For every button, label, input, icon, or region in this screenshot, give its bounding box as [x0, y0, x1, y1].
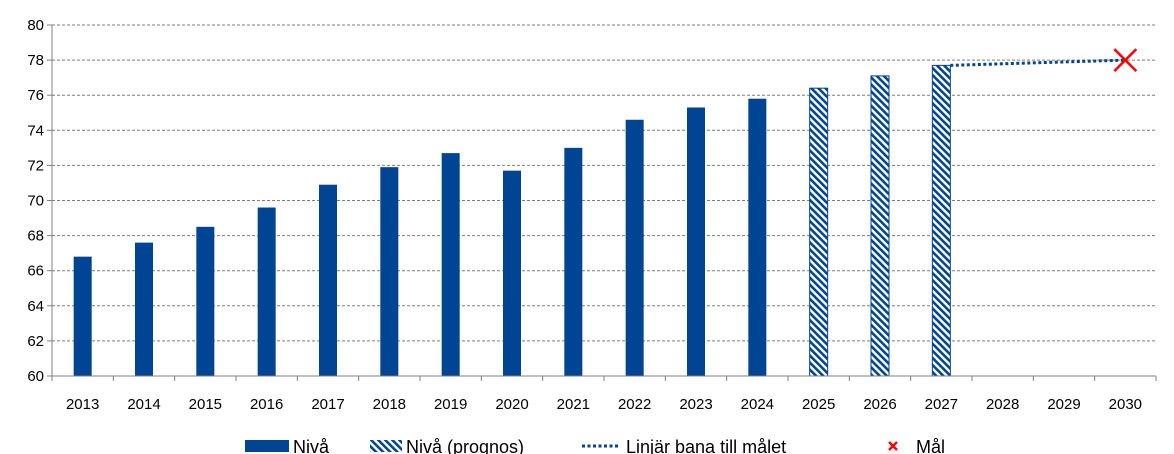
bar-niva-prognos	[870, 75, 890, 377]
grid	[52, 24, 1156, 342]
markers	[1113, 48, 1138, 72]
bar-niva	[687, 107, 705, 377]
x-tick-label: 2020	[495, 396, 528, 413]
bar-niva-prognos	[931, 64, 951, 377]
legend-swatch-marker	[888, 441, 898, 451]
x-tick-label: 2024	[741, 396, 774, 413]
y-tick-label: 70	[27, 193, 44, 210]
bar-niva	[441, 153, 460, 376]
bar-niva	[503, 170, 521, 376]
x-tick-label: 2025	[802, 396, 835, 413]
bar-niva	[257, 207, 276, 376]
y-tick-label: 60	[27, 368, 44, 385]
axes	[47, 24, 1157, 381]
x-tick-label: 2027	[925, 396, 958, 413]
x-tick-label: 2017	[311, 396, 344, 413]
x-tick-label: 2029	[1047, 396, 1080, 413]
legend: Nivå Nivå (prognos) Linjär bana till målet…	[245, 437, 945, 454]
y-tick-label: 76	[27, 87, 44, 104]
y-tick-label: 64	[27, 298, 44, 315]
bars	[73, 64, 951, 377]
target-marker-stroke	[1113, 48, 1138, 72]
x-tick-label: 2021	[557, 396, 590, 413]
legend-item: Nivå	[245, 437, 330, 454]
bar-niva-prognos	[809, 87, 829, 377]
bar-niva	[319, 184, 337, 376]
x-tick-label: 2019	[434, 396, 467, 413]
legend-item: Mål	[888, 437, 945, 454]
legend-swatch-niva	[245, 440, 289, 452]
y-tick-label: 66	[27, 263, 44, 280]
legend-label: Nivå (prognos)	[406, 437, 524, 454]
legend-item: Linjär bana till målet	[582, 437, 786, 454]
x-tick-label: 2016	[250, 396, 283, 413]
bar-niva	[748, 98, 767, 377]
x-tick-label: 2013	[66, 396, 99, 413]
trajectory-line	[950, 58, 1126, 67]
bar-niva	[196, 226, 215, 376]
x-tick-label: 2014	[127, 396, 160, 413]
bar-niva	[564, 147, 583, 376]
lines	[950, 58, 1126, 67]
bar-niva	[135, 242, 153, 376]
legend-item: Nivå (prognos)	[370, 437, 524, 454]
x-tick-label: 2018	[373, 396, 406, 413]
y-tick-label: 68	[27, 228, 44, 245]
y-tick-label: 74	[27, 122, 44, 139]
legend-swatch-niva-prognos	[370, 440, 402, 452]
x-tick-label: 2023	[679, 396, 712, 413]
bar-niva	[380, 167, 399, 376]
bar-niva	[625, 119, 644, 377]
y-tick-label: 78	[27, 52, 44, 69]
y-tick-label: 80	[27, 17, 44, 34]
target-marker	[1113, 48, 1138, 72]
x-tick-label: 2030	[1109, 396, 1142, 413]
legend-label: Nivå	[293, 437, 330, 454]
y-tick-label: 62	[27, 333, 44, 350]
x-tick-label: 2022	[618, 396, 651, 413]
y-tick-label: 72	[27, 157, 44, 174]
x-tick-label: 2026	[863, 396, 896, 413]
x-tick-label: 2028	[986, 396, 1019, 413]
ticks: 60 62 64 66 68 70 72 74 76 78 80 2013 2014 2015 2016 20…	[27, 17, 1142, 413]
x-tick-label: 2015	[189, 396, 222, 413]
legend-label: Mål	[916, 437, 945, 454]
bar-niva	[73, 256, 92, 376]
legend-label: Linjär bana till målet	[626, 437, 786, 454]
